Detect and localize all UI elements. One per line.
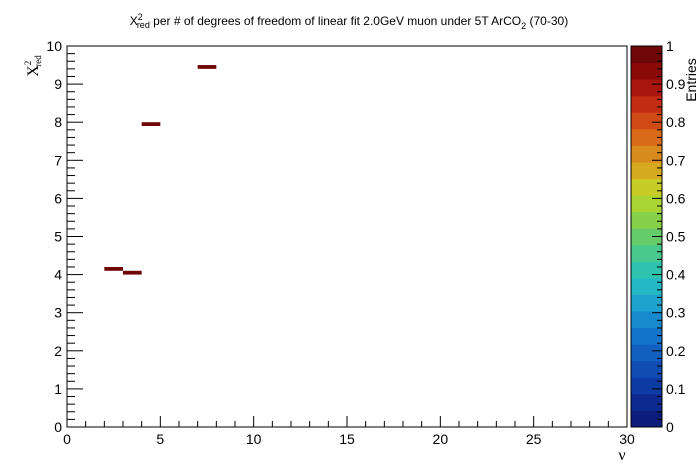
title-text: per # of degrees of freedom of linear fi… [150, 14, 521, 28]
colorbar-tick-label: 0.1 [666, 381, 686, 397]
x-axis: 0 5 10 15 20 25 30 [63, 416, 635, 447]
colorbar-segment [631, 195, 662, 213]
title-suffix: (70-30) [526, 14, 568, 28]
colorbar-segment [631, 46, 662, 64]
y-tick-label: 2 [54, 343, 62, 359]
colorbar: 0 0.1 0.2 0.3 0.4 0.5 0.6 0.7 0.8 0.9 1 [630, 38, 686, 435]
y-label-sub: red [33, 55, 43, 67]
x-tick-label: 0 [63, 431, 71, 447]
colorbar-tick-label: 1 [666, 38, 674, 54]
colorbar-tick-label: 0.7 [666, 152, 686, 168]
x-tick-label: 25 [526, 431, 542, 447]
title-sup: 2 [138, 12, 143, 22]
colorbar-tick-label: 0.4 [666, 267, 686, 283]
y-label-symbol: X [25, 65, 42, 77]
y-tick-label: 10 [46, 38, 62, 54]
colorbar-tick-label: 0.3 [666, 305, 686, 321]
colorbar-segment [631, 128, 662, 146]
y-tick-label: 6 [54, 190, 62, 206]
title-formula-sub: 2 [521, 21, 526, 31]
title-sub: red [137, 20, 150, 30]
colorbar-tick-label: 0.2 [666, 343, 686, 359]
x-axis-title: ν [618, 447, 625, 464]
y-axis: 0 1 2 3 4 5 6 7 8 9 10 [46, 38, 83, 435]
colorbar-segment [631, 95, 662, 113]
y-tick-label: 1 [54, 381, 62, 397]
colorbar-segment [631, 211, 662, 229]
y-tick-label: 8 [54, 114, 62, 130]
y-tick-label: 5 [54, 229, 62, 245]
colorbar-tick-label: 0.6 [666, 190, 686, 206]
y-axis-title: X2red [23, 55, 43, 77]
heatmap-cell [197, 65, 217, 69]
colorbar-segment [631, 161, 662, 180]
y-tick-label: 4 [54, 267, 62, 283]
colorbar-tick-label: 0.8 [666, 114, 686, 130]
heatmap-cells [104, 65, 217, 275]
heatmap-cell [141, 122, 161, 127]
colorbar-segment [631, 178, 662, 196]
y-label-sup: 2 [23, 61, 33, 66]
y-tick-label: 3 [54, 305, 62, 321]
x-tick-label: 10 [246, 431, 262, 447]
colorbar-tick-label: 0 [666, 419, 674, 435]
x-tick-label: 15 [339, 431, 355, 447]
colorbar-segment [631, 344, 662, 362]
heatmap-cell [123, 270, 142, 275]
colorbar-segment [631, 311, 662, 329]
colorbar-segment [631, 145, 662, 163]
y-tick-label: 7 [54, 152, 62, 168]
colorbar-segment [631, 261, 662, 279]
colorbar-tick-label: 0.9 [666, 76, 686, 92]
title-symbol: X [130, 14, 138, 28]
colorbar-segment [631, 360, 662, 378]
x-tick-label: 20 [433, 431, 449, 447]
y-tick-label: 9 [54, 76, 62, 92]
colorbar-segment [631, 112, 662, 130]
colorbar-segment [631, 228, 662, 246]
colorbar-segment [631, 62, 662, 80]
heatmap-cell [104, 266, 123, 271]
plot-frame [66, 45, 628, 428]
x-tick-label: 5 [156, 431, 164, 447]
y-tick-label: 0 [54, 419, 62, 435]
colorbar-segment [631, 244, 662, 262]
colorbar-tick-label: 0.5 [666, 229, 686, 245]
colorbar-segment [631, 294, 662, 312]
colorbar-segment [631, 377, 662, 395]
colorbar-segment [631, 79, 662, 97]
chart-title: X2 red per # of degrees of freedom of lin… [130, 12, 568, 31]
colorbar-segment [631, 327, 662, 345]
colorbar-title: Entries [683, 58, 698, 102]
colorbar-segment [631, 277, 662, 295]
colorbar-segment [631, 410, 662, 428]
x-tick-label: 30 [619, 431, 635, 447]
colorbar-segment [631, 393, 662, 411]
